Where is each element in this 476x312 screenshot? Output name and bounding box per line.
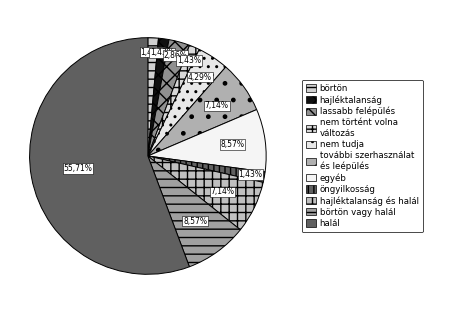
Wedge shape: [148, 156, 263, 230]
Text: 55,71%: 55,71%: [63, 164, 92, 173]
Wedge shape: [148, 156, 265, 183]
Wedge shape: [30, 38, 189, 274]
Wedge shape: [148, 38, 158, 156]
Text: 1,43%: 1,43%: [149, 48, 173, 57]
Text: 4,29%: 4,29%: [188, 73, 212, 81]
Wedge shape: [148, 40, 189, 156]
Wedge shape: [148, 156, 240, 267]
Text: 1,43%: 1,43%: [140, 47, 164, 56]
Text: 7,14%: 7,14%: [204, 101, 228, 110]
Wedge shape: [148, 110, 266, 172]
Wedge shape: [148, 49, 225, 156]
Wedge shape: [148, 38, 169, 156]
Text: 1,43%: 1,43%: [177, 56, 200, 65]
Text: 2,86%: 2,86%: [163, 51, 187, 60]
Text: 1,43%: 1,43%: [238, 170, 262, 179]
Text: 7,14%: 7,14%: [210, 188, 234, 197]
Wedge shape: [148, 45, 199, 156]
Legend: börtön, hajléktalanság, lassabb felépülés, nem történt volna
változás, nem tudja: börtön, hajléktalanság, lassabb felépülé…: [301, 80, 422, 232]
Text: 8,57%: 8,57%: [183, 217, 207, 226]
Wedge shape: [148, 67, 256, 156]
Text: 8,57%: 8,57%: [220, 140, 244, 149]
